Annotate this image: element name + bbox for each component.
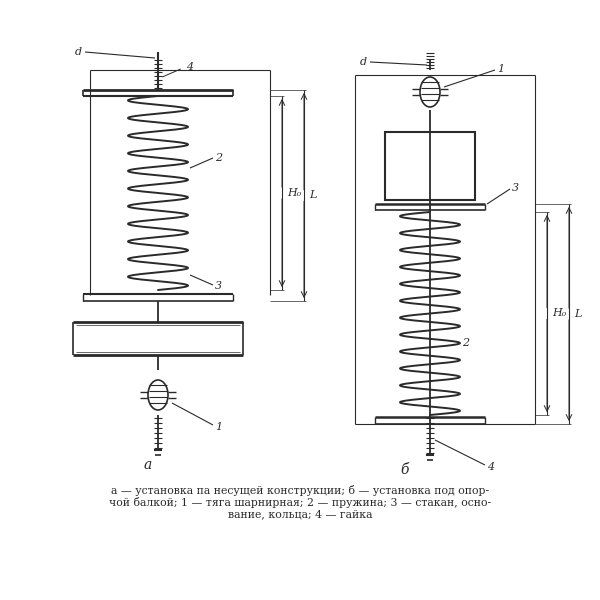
Text: вание, кольца; 4 — гайка: вание, кольца; 4 — гайка xyxy=(228,509,372,519)
Text: 3: 3 xyxy=(512,183,519,193)
Text: H₀: H₀ xyxy=(552,308,566,319)
Text: 1: 1 xyxy=(215,422,222,432)
Text: чой балкой; 1 — тяга шарнирная; 2 — пружина; 3 — стакан, осно-: чой балкой; 1 — тяга шарнирная; 2 — пруж… xyxy=(109,497,491,508)
Text: L: L xyxy=(309,191,316,200)
Text: L: L xyxy=(574,309,581,319)
Text: d: d xyxy=(360,57,367,67)
Text: а: а xyxy=(144,458,152,472)
Text: 4: 4 xyxy=(186,62,193,72)
Text: 4: 4 xyxy=(487,462,494,472)
Text: H₀: H₀ xyxy=(287,188,301,198)
Text: 3: 3 xyxy=(215,281,222,291)
Text: 2: 2 xyxy=(462,338,469,349)
Text: 1: 1 xyxy=(497,64,504,74)
Text: d: d xyxy=(75,47,82,57)
Text: б: б xyxy=(401,463,409,477)
Text: 2: 2 xyxy=(215,153,222,163)
Text: а — установка па несущей конструкции; б — установка под опор-: а — установка па несущей конструкции; б … xyxy=(111,485,489,496)
Bar xyxy=(385,132,475,200)
